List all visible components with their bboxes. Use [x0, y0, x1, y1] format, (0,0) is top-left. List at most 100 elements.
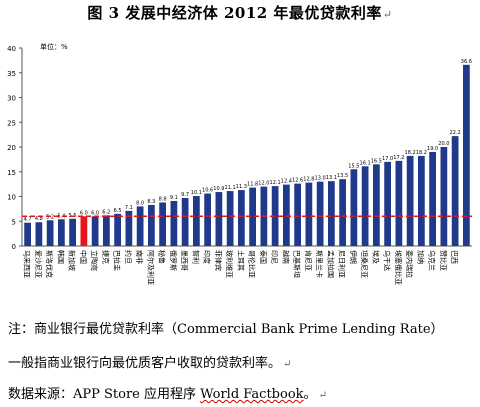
value-labels-group: 4.74.85.25.45.56.06.06.26.57.18.08.38.89… [24, 59, 472, 223]
bar [80, 216, 88, 246]
bar [418, 155, 425, 246]
value-label: 4.8 [35, 216, 43, 222]
note-line-2-text: 一般指商业银行向最优质客户收取的贷款利率。 [8, 356, 282, 371]
x-tick-label: 赞比亚 [439, 250, 448, 271]
bar [395, 160, 403, 246]
x-tick-label: 南非 [135, 250, 144, 264]
bar [215, 192, 223, 246]
value-label: 16.1 [360, 160, 371, 166]
bar [249, 187, 256, 246]
x-tick-label: 约旦 [124, 250, 133, 264]
x-tick-label: 加纳 [416, 250, 425, 264]
bar [103, 215, 110, 246]
y-tick-label: 5 [12, 218, 16, 226]
bar [58, 219, 65, 246]
bar [316, 181, 324, 246]
value-label: 9.1 [170, 195, 178, 201]
bar [361, 166, 369, 246]
x-tick-label: 伊朗 [349, 250, 358, 264]
bar [451, 136, 459, 246]
note-line-2: 一般指商业银行向最优质客户收取的贷款利率。 ↵ [8, 352, 291, 371]
chart-title: 图 3 发展中经济体 2012 年最优贷款利率↵ [0, 2, 480, 23]
x-tick-label: 菲律宾 [214, 250, 223, 271]
source-prefix: 数据来源：APP Store 应用程序 [8, 387, 201, 402]
bar [283, 184, 290, 246]
y-tick-label: 10 [7, 194, 16, 202]
value-label: 11.8 [247, 182, 258, 188]
x-tick-label: 哥伦比亚 [248, 250, 257, 278]
value-label: 9.7 [181, 192, 189, 198]
bar [46, 220, 54, 246]
bar [305, 182, 313, 246]
value-label: 7.1 [125, 205, 133, 211]
value-label: 4.7 [24, 217, 32, 223]
x-tick-label: 智利 [191, 250, 200, 264]
value-label: 5.4 [57, 213, 65, 219]
bar [24, 222, 31, 246]
x-tick-label: 巴拉圭 [113, 250, 122, 271]
value-label: 10.9 [213, 186, 224, 192]
value-label: 12.8 [303, 177, 314, 183]
x-tick-label: 中国 [79, 250, 88, 264]
value-label: 12.6 [292, 178, 303, 184]
x-tick-label: 孟加拉国 [326, 250, 335, 278]
value-label: 12.0 [258, 181, 269, 187]
value-label: 15.5 [348, 163, 359, 169]
bar [328, 181, 335, 246]
x-tick-label: 巴基斯坦 [293, 250, 302, 278]
x-tick-label: 墨西哥 [180, 250, 188, 271]
x-tick-label: 韩国 [56, 250, 65, 264]
value-label: 11.3 [236, 184, 247, 190]
x-labels-group: 马来西亚 爱沙尼亚 斯洛伐克 韩国 新加坡 中国 立陶宛 捷克 巴拉圭 约旦 南非 阿尔及利亚 秘鲁 俄罗… [23, 250, 459, 285]
x-tick-label: 爱沙尼亚 [34, 250, 42, 278]
value-label: 10.6 [202, 188, 213, 194]
value-label: 8.3 [147, 199, 155, 205]
value-label: 6.0 [91, 210, 99, 216]
bar [204, 193, 211, 246]
paragraph-mark-icon: ↵ [318, 390, 327, 401]
x-tick-label: 泰国 [259, 250, 268, 264]
bar [463, 64, 470, 246]
paragraph-mark-icon: ↵ [382, 8, 393, 21]
value-label: 17.2 [393, 155, 404, 161]
bar [350, 169, 358, 246]
value-label: 20.0 [438, 141, 449, 147]
bar [193, 196, 200, 246]
value-label: 36.6 [461, 59, 472, 65]
source-name: World Factbook [200, 387, 304, 402]
x-tick-label: 土耳其 [236, 250, 245, 271]
value-label: 12.4 [281, 179, 292, 185]
value-label: 18.2 [416, 150, 427, 156]
note-line-1-text: 注：商业银行最优贷款利率（Commercial Bank Prime Lendi… [8, 322, 444, 337]
y-tick-label: 30 [7, 95, 16, 103]
y-tick-label: 15 [7, 169, 16, 177]
bar [125, 210, 133, 246]
y-tick-label: 25 [7, 119, 16, 127]
value-label: 12.1 [270, 180, 281, 186]
bar [114, 213, 121, 246]
x-tick-label: 乌干达 [383, 250, 392, 271]
x-tick-label: 印尼 [270, 250, 278, 264]
bar [238, 190, 245, 246]
y-tick-label: 35 [7, 70, 16, 78]
bar [226, 191, 234, 246]
x-tick-label: 肯尼亚 [304, 250, 313, 271]
value-label: 6.5 [114, 208, 122, 214]
x-tick-label: 斯里兰卡 [315, 250, 324, 278]
x-tick-label: 尼日利亚 [338, 250, 347, 278]
x-tick-label: 坦桑尼亚 [360, 250, 369, 278]
x-tick-label: 俄罗斯 [169, 250, 178, 271]
note-line-1: 注：商业银行最优贷款利率（Commercial Bank Prime Lendi… [8, 318, 444, 337]
x-tick-label: 捷克 [101, 250, 110, 264]
value-label: 8.0 [136, 200, 144, 206]
chart-title-text: 图 3 发展中经济体 2012 年最优贷款利率 [87, 4, 382, 22]
y-tick-label: 0 [12, 243, 16, 251]
y-tick-label: 40 [7, 45, 16, 53]
source-line: 数据来源：APP Store 应用程序 World Factbook。 ↵ [8, 383, 327, 402]
source-suffix: 。 [303, 387, 317, 402]
value-label: 19.0 [427, 146, 438, 152]
bar [406, 155, 414, 246]
unit-label: 单位：% [40, 42, 68, 51]
bar [35, 222, 43, 246]
value-label: 22.2 [450, 130, 461, 136]
